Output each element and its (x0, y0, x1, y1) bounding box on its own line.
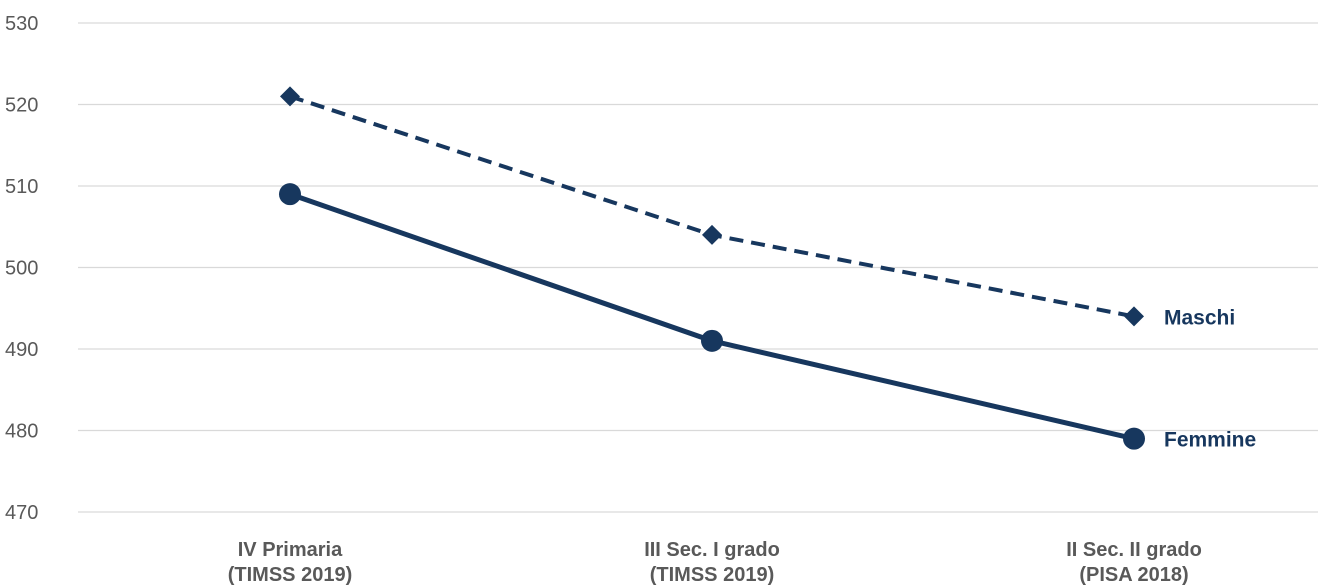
data-point-maschi (702, 224, 722, 245)
y-axis: 470 480 490 500 510 520 530 (5, 13, 38, 524)
series-label-maschi: Maschi (1164, 306, 1235, 329)
y-tick-label: 520 (5, 95, 38, 117)
y-tick-label: 500 (5, 258, 38, 280)
series-label-femmine: Femmine (1164, 429, 1256, 452)
y-tick-label: 510 (5, 176, 38, 198)
x-tick-label: IV Primaria (TIMSS 2019) (228, 539, 352, 586)
x-tick-label: II Sec. II grado (PISA 2018) (1066, 539, 1202, 586)
y-tick-label: 490 (5, 339, 38, 361)
x-tick-label: III Sec. I grado (TIMSS 2019) (644, 539, 780, 586)
data-point-femmine (1123, 427, 1145, 450)
x-tick-label-line: (TIMSS 2019) (650, 564, 774, 586)
x-tick-label-line: (PISA 2018) (1079, 564, 1188, 586)
series-femmine: Femmine (279, 183, 1256, 452)
series-line-maschi (289, 94, 1135, 319)
x-tick-label-line: (TIMSS 2019) (228, 564, 352, 586)
data-point-maschi (1124, 306, 1144, 327)
y-tick-label: 480 (5, 421, 38, 443)
y-tick-label: 530 (5, 13, 38, 35)
x-tick-label-line: IV Primaria (238, 539, 343, 561)
x-tick-label-line: III Sec. I grado (644, 539, 780, 561)
x-axis: IV Primaria (TIMSS 2019) III Sec. I grado (… (228, 539, 1202, 586)
y-tick-label: 470 (5, 502, 38, 524)
series-maschi: Maschi (280, 86, 1235, 329)
x-tick-label-line: II Sec. II grado (1066, 539, 1202, 561)
data-point-maschi (280, 86, 300, 107)
series-group: Maschi Femmine (279, 86, 1256, 452)
data-point-femmine (279, 183, 301, 206)
data-point-femmine (701, 329, 723, 352)
